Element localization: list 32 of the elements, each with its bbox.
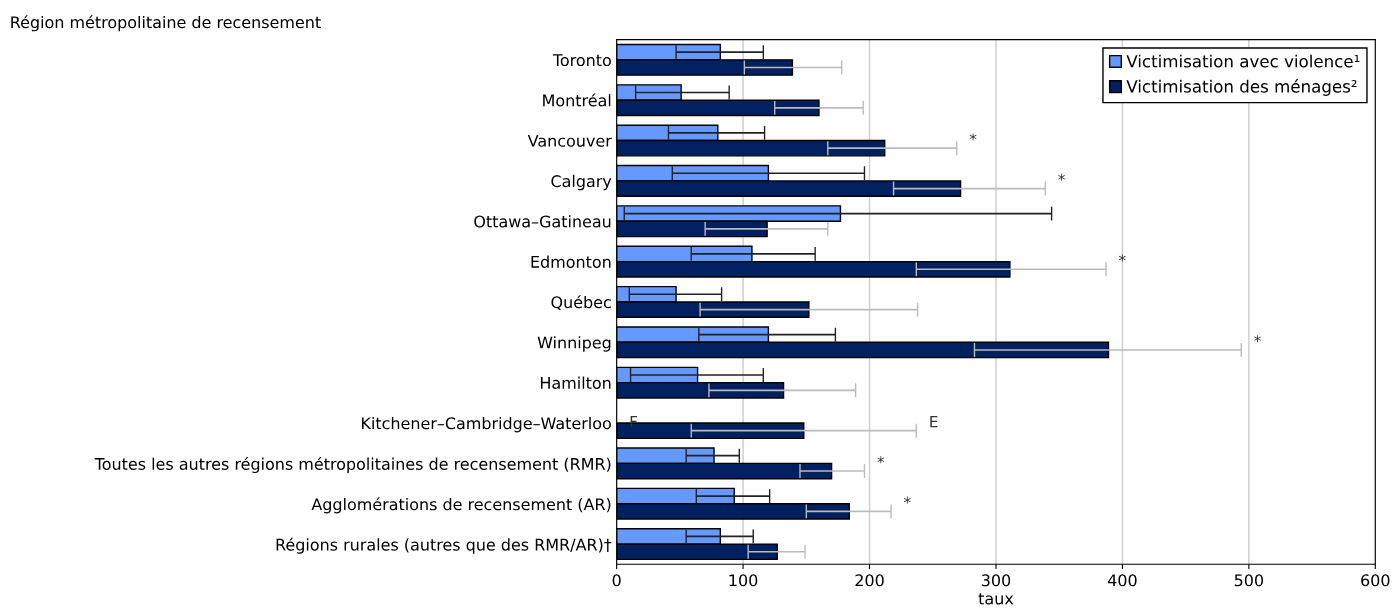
legend-label: Victimisation des ménages² xyxy=(1126,79,1357,96)
x-tick-label: 300 xyxy=(981,574,1011,587)
y-tick-label: Montréal xyxy=(543,93,611,107)
annotation: * xyxy=(969,133,977,141)
annotation: F xyxy=(630,416,638,428)
x-tick-label: 400 xyxy=(1107,574,1137,587)
y-tick-label: Kitchener–Cambridge–Waterloo xyxy=(362,416,611,433)
y-tick-label: Agglomérations de recensement (AR) xyxy=(311,497,611,514)
x-tick-label: 200 xyxy=(855,574,884,587)
x-axis-title: taux xyxy=(978,593,1014,605)
x-tick-label: 100 xyxy=(729,574,758,587)
x-tick-label: 500 xyxy=(1234,574,1264,587)
annotation: * xyxy=(1058,173,1065,181)
y-tick-label: Hamilton xyxy=(540,376,611,389)
y-tick-label: Edmonton xyxy=(531,255,611,268)
annotation: * xyxy=(1254,335,1261,343)
legend-label: Victimisation avec violence¹ xyxy=(1126,54,1360,68)
annotation: * xyxy=(903,496,911,504)
annotation: * xyxy=(1118,254,1126,262)
y-tick-label: Régions rurales (autres que des RMR/AR)† xyxy=(276,537,612,554)
annotation: * xyxy=(877,456,885,464)
x-tick-label: 600 xyxy=(1361,574,1390,587)
y-tick-label: Vancouver xyxy=(527,134,612,147)
x-tick-label: 0 xyxy=(612,574,621,587)
y-tick-label: Calgary xyxy=(551,174,612,191)
y-axis-title: Région métropolitaine de recensement xyxy=(11,15,321,32)
y-tick-label: Toronto xyxy=(552,54,611,67)
y-tick-label: Winnipeg xyxy=(537,336,611,352)
y-tick-label: Québec xyxy=(551,295,611,311)
annotation: E xyxy=(930,416,938,428)
y-tick-label: Toutes les autres régions métropolitaines de recensement (RMR) xyxy=(94,456,611,474)
y-tick-label: Ottawa–Gatineau xyxy=(474,215,611,228)
